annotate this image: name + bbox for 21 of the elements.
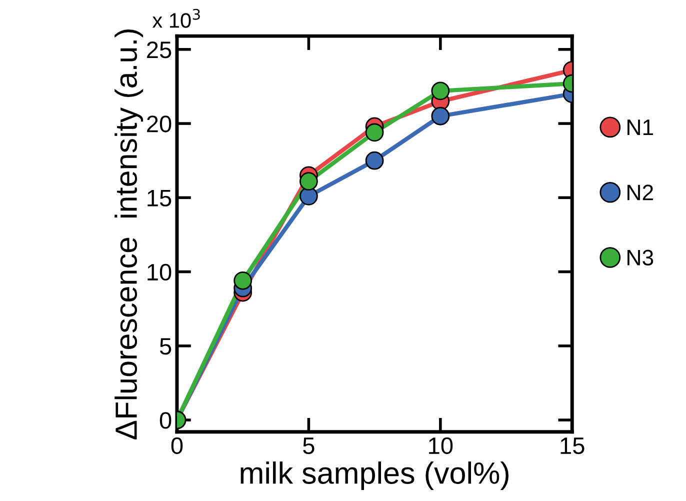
x-tick-label: 10 bbox=[429, 437, 453, 454]
point bbox=[300, 172, 318, 191]
y-tick-label: 20 bbox=[147, 116, 172, 132]
x-tick-label: 5 bbox=[303, 438, 314, 454]
y-tick-label: 10 bbox=[148, 264, 172, 281]
x-tick-label: 15 bbox=[560, 438, 584, 454]
x-tick-label: 0 bbox=[171, 437, 183, 454]
point bbox=[234, 271, 252, 290]
legend-label: N2 bbox=[628, 184, 653, 200]
y-tick-label: 25 bbox=[147, 41, 172, 58]
legend-label: N1 bbox=[628, 120, 654, 135]
y-tick-label: 15 bbox=[148, 190, 172, 206]
point bbox=[365, 123, 384, 142]
x-axis-title: milk samples (vol%) bbox=[240, 462, 508, 490]
text: x 10$^{3}$ bbox=[152, 8, 200, 28]
point bbox=[365, 151, 384, 170]
y-tick-label: 0 bbox=[160, 412, 172, 429]
point bbox=[300, 186, 318, 206]
y-tick-label: 5 bbox=[160, 338, 172, 355]
y-axis-title: ΔFluorescence intensity (a.u.) bbox=[114, 29, 144, 440]
legend-label: N3 bbox=[628, 250, 654, 266]
